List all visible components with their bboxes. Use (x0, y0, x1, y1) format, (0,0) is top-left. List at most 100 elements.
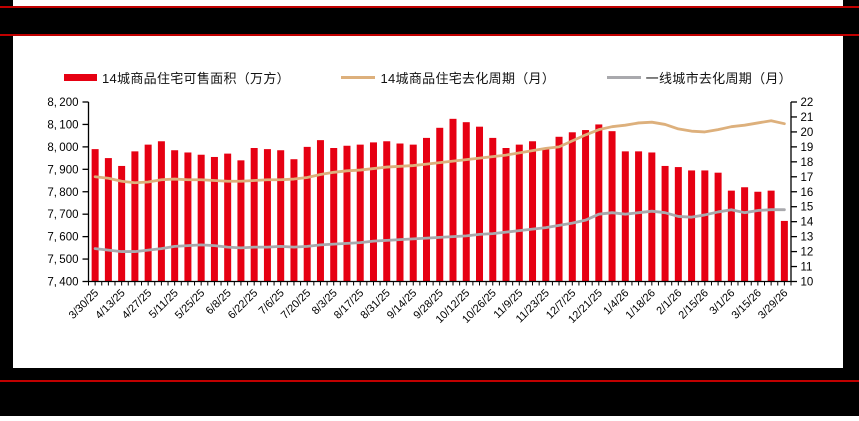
svg-text:4/27/25: 4/27/25 (120, 287, 154, 321)
svg-text:7, 600: 7, 600 (47, 232, 78, 244)
x-axis (88, 280, 792, 286)
bar (104, 158, 112, 282)
bar (608, 131, 616, 282)
bar (714, 172, 722, 282)
bar (224, 153, 232, 282)
svg-text:7, 900: 7, 900 (47, 164, 78, 176)
line-series-swatch-icon (341, 75, 376, 79)
legend-label: 14城商品住宅可售面积（万方） (102, 70, 290, 86)
bar (423, 137, 430, 282)
svg-text:8, 000: 8, 000 (47, 142, 78, 154)
line-series (93, 119, 786, 185)
bar (462, 122, 470, 282)
legend-item-tier1-cycle: 一线城市去化周期（月） (606, 68, 792, 87)
bar (688, 170, 696, 282)
bar (701, 170, 709, 282)
bar (396, 143, 404, 282)
svg-text:7, 400: 7, 400 (47, 277, 78, 289)
bar (171, 150, 179, 282)
bar (635, 151, 643, 282)
svg-text:18: 18 (801, 157, 814, 169)
bar (476, 126, 484, 282)
bar (595, 124, 603, 282)
svg-text:19: 19 (801, 142, 814, 154)
left-axis-labels: 7, 400 7, 500 7, 600 7, 700 7, 800 7, 900 8, 0… (47, 97, 78, 289)
bar (118, 165, 126, 282)
bar (91, 149, 99, 282)
legend-label: 一线城市去化周期（月） (645, 70, 792, 86)
svg-text:8, 100: 8, 100 (47, 119, 78, 131)
bar (197, 154, 205, 282)
bar (529, 141, 537, 282)
bar (144, 144, 152, 282)
bar (582, 130, 590, 282)
svg-text:11: 11 (801, 262, 813, 274)
svg-text:5/25/25: 5/25/25 (173, 287, 207, 321)
bar (356, 144, 364, 282)
bar (330, 148, 338, 282)
bottom-red-accent-line (0, 380, 859, 382)
bar (184, 152, 192, 282)
svg-text:6/22/25: 6/22/25 (226, 287, 260, 321)
x-axis-labels: 3/30/254/13/254/27/255/11/255/25/256/8/2… (67, 287, 791, 326)
svg-text:15: 15 (801, 202, 814, 214)
svg-text:12: 12 (801, 247, 814, 259)
bar (621, 151, 629, 282)
bar (727, 190, 735, 282)
top-black-band (0, 8, 859, 34)
bar (568, 132, 576, 282)
legend-item-14city-cycle: 14城商品住宅去化周期（月） (341, 68, 555, 87)
bar (383, 141, 391, 282)
svg-text:8, 200: 8, 200 (47, 97, 78, 109)
svg-text:3/29/26: 3/29/26 (756, 287, 790, 321)
bar (409, 144, 417, 282)
right-black-stripe (843, 0, 859, 416)
bar (290, 159, 298, 282)
svg-text:20: 20 (801, 127, 814, 139)
bar (780, 220, 788, 282)
bar (542, 149, 550, 282)
bar (767, 190, 775, 282)
right-axis-labels: 10 11 12 13 14 15 16 17 18 19 20 21 22 (801, 97, 814, 289)
bar (754, 191, 762, 282)
svg-text:22: 22 (801, 97, 814, 109)
bar (502, 148, 510, 282)
svg-text:21: 21 (801, 112, 814, 124)
right-axis (790, 101, 797, 283)
bars-group (91, 118, 788, 282)
svg-text:14: 14 (801, 217, 814, 229)
line-series-swatch-icon (606, 75, 641, 79)
svg-text:13: 13 (801, 232, 814, 244)
bar (741, 187, 749, 282)
bar (303, 146, 311, 282)
bar (250, 148, 258, 282)
line-series (93, 208, 786, 253)
bar (343, 145, 351, 282)
svg-text:16: 16 (801, 187, 814, 199)
left-black-stripe (0, 0, 13, 416)
bar (263, 149, 271, 282)
svg-text:2/15/26: 2/15/26 (677, 287, 711, 321)
bar (369, 142, 377, 282)
bar (661, 165, 669, 282)
bar (674, 167, 682, 282)
bar (555, 136, 563, 282)
bar (489, 137, 497, 282)
bar (277, 150, 285, 282)
top-red-accent-line-2 (0, 34, 859, 36)
legend-label: 14城商品住宅去化周期（月） (380, 70, 556, 86)
svg-text:10: 10 (801, 277, 814, 289)
svg-text:7/20/25: 7/20/25 (279, 287, 313, 321)
legend-item-sellable-area: 14城商品住宅可售面积（万方） (64, 68, 290, 87)
bar (515, 144, 523, 282)
svg-text:7, 500: 7, 500 (47, 254, 78, 266)
bar (436, 127, 444, 282)
bar (210, 156, 218, 282)
bottom-black-band (0, 368, 859, 416)
chart-legend: 14城商品住宅可售面积（万方） 14城商品住宅去化周期（月） 一线城市去化周期（… (64, 66, 792, 88)
svg-text:7, 800: 7, 800 (47, 187, 78, 199)
bar (449, 118, 457, 282)
